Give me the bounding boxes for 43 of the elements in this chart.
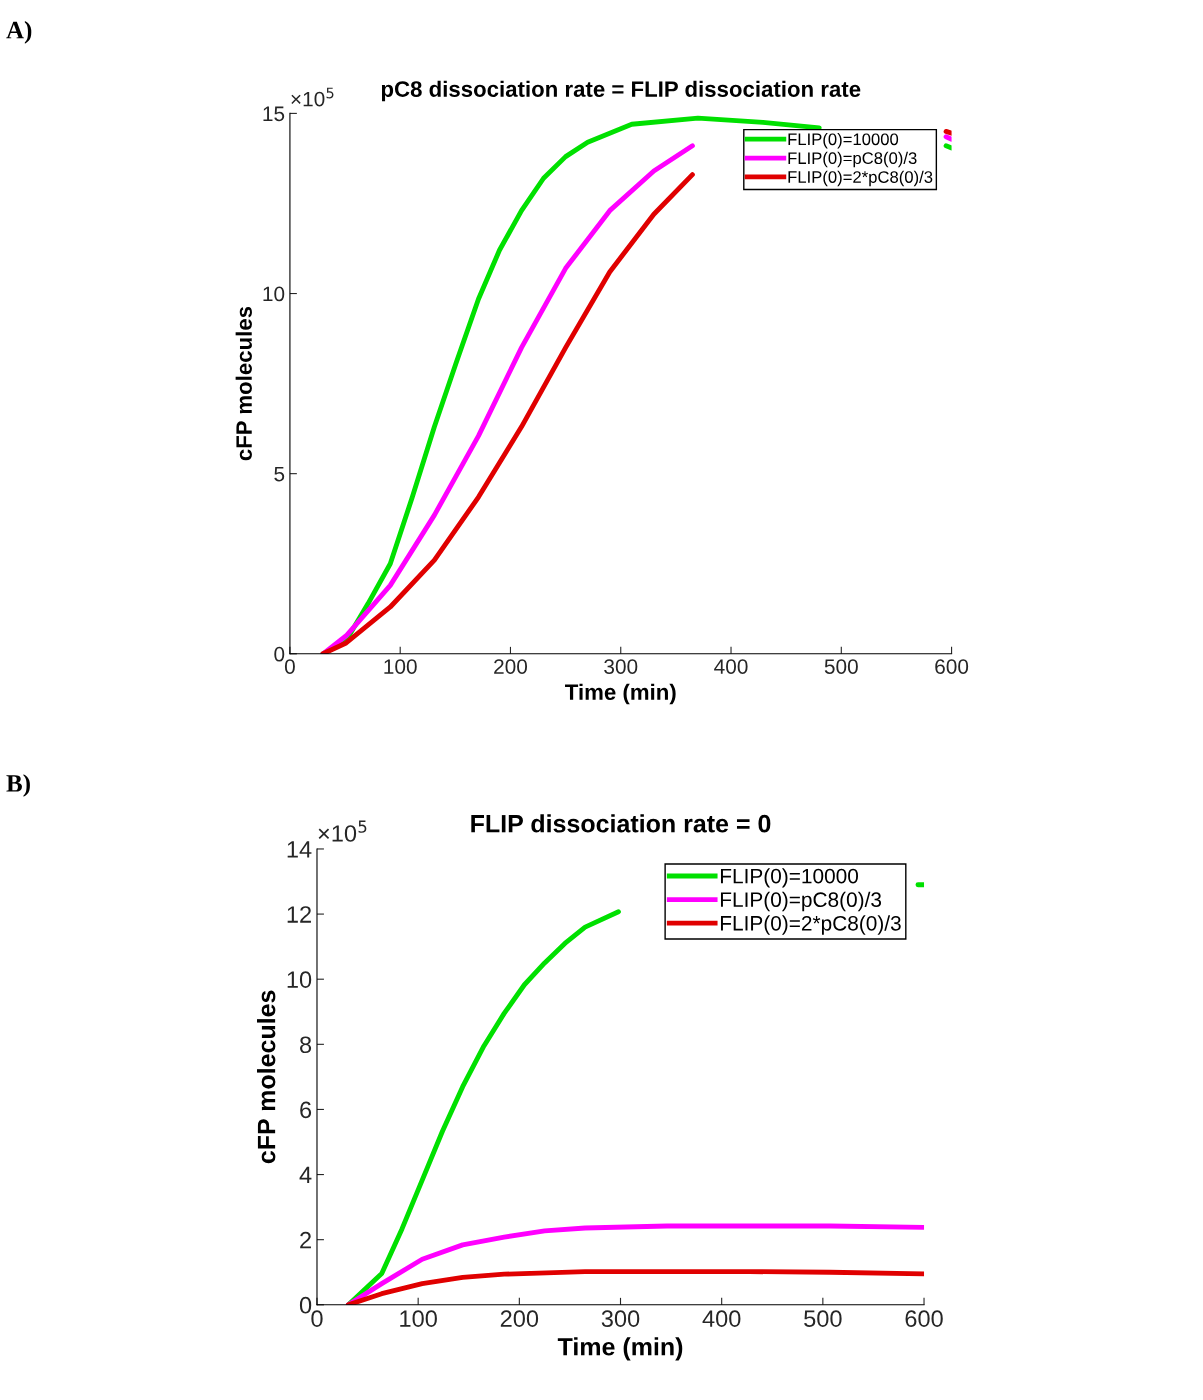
y-tick-label: 10 xyxy=(263,286,285,302)
x-tick-label: 200 xyxy=(494,659,528,674)
legend-label: FLIP(0)=2*pC8(0)/3 xyxy=(720,915,901,935)
chart-title: FLIP dissociation rate = 0 xyxy=(471,814,771,833)
y-tick-label: 5 xyxy=(274,466,285,482)
text: ×10$^{5}$ xyxy=(318,820,367,842)
x-tick-label: 300 xyxy=(604,659,638,674)
y-tick-label: 10 xyxy=(287,971,312,988)
x-tick-label: 200 xyxy=(500,1310,539,1327)
x-tick-label: 600 xyxy=(935,659,969,674)
y-tick-label: 0 xyxy=(299,1296,312,1314)
y-tick-label: 15 xyxy=(263,106,285,122)
x-tick-label: 400 xyxy=(714,659,748,674)
y-tick-label: 4 xyxy=(299,1166,312,1184)
x-tick-label: 500 xyxy=(824,659,858,674)
y-tick-label: 8 xyxy=(300,1036,312,1054)
line-series xyxy=(345,1269,925,1305)
y-tick-label: 14 xyxy=(287,841,312,858)
x-tick-label: 400 xyxy=(702,1310,741,1327)
y-axis-title: cFP molecules xyxy=(235,306,252,461)
x-axis-title: Time (min) xyxy=(557,1337,683,1361)
text: A) xyxy=(6,21,32,44)
legend-label: FLIP(0)=2*pC8(0)/3 xyxy=(788,170,933,187)
chart-title: pC8 dissociation rate = FLIP dissociation rate xyxy=(381,80,861,102)
y-axis-title: cFP molecules xyxy=(257,990,276,1164)
y-tick-label: 12 xyxy=(287,906,311,923)
legend-label: FLIP(0)=pC8(0)/3 xyxy=(788,151,917,168)
y-tick-label: 6 xyxy=(300,1101,312,1119)
legend-label: FLIP(0)=pC8(0)/3 xyxy=(720,891,882,912)
x-tick-label: 0 xyxy=(311,1310,323,1327)
x-tick-label: 100 xyxy=(384,659,417,674)
y-tick-label: 2 xyxy=(300,1231,311,1249)
x-tick-label: 600 xyxy=(905,1310,943,1327)
text: ×10$^{5}$ xyxy=(291,87,334,107)
x-tick-label: 100 xyxy=(400,1310,437,1327)
text: B) xyxy=(6,774,30,797)
legend-label: FLIP(0)=10000 xyxy=(720,868,859,888)
x-tick-label: 300 xyxy=(601,1310,640,1327)
line-series xyxy=(345,1223,925,1305)
legend-label: FLIP(0)=10000 xyxy=(788,132,899,149)
x-tick-label: 500 xyxy=(804,1310,842,1327)
y-tick-label: 0 xyxy=(274,646,285,662)
x-axis-title: Time (min) xyxy=(565,683,676,705)
